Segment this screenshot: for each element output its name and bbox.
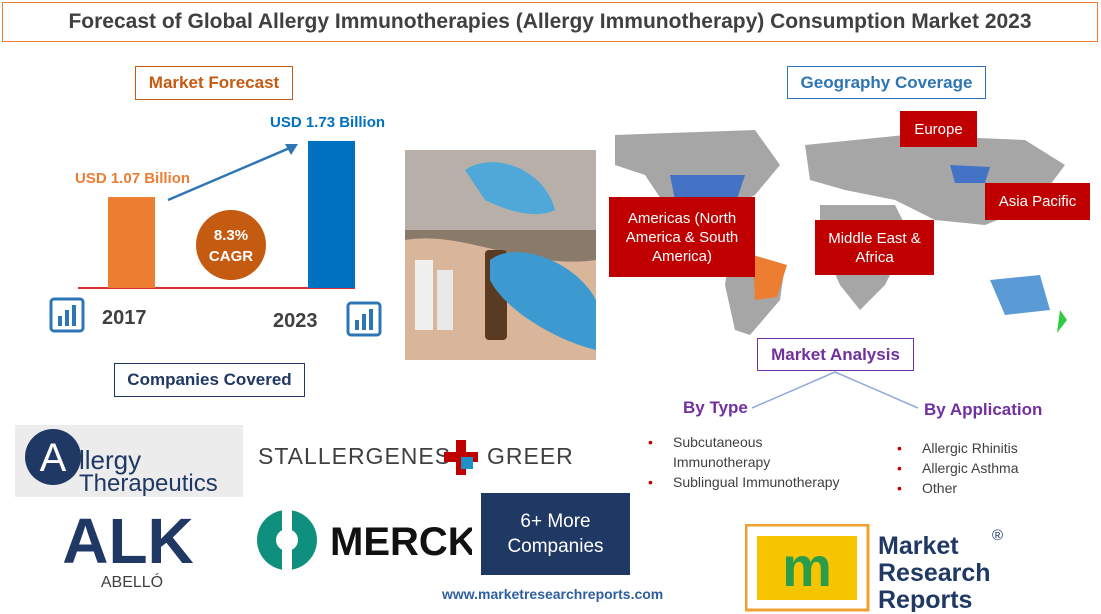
website: www.marketresearchreports.com bbox=[442, 586, 664, 602]
photo bbox=[405, 150, 596, 360]
logo-initial: A bbox=[40, 436, 67, 480]
year-label: 2017 bbox=[102, 307, 147, 329]
type-item: Sublingual Immunotherapy bbox=[648, 472, 868, 492]
forecast-chart: 8.3% CAGR USD 1.07 Billion 2017 USD 1.73 B… bbox=[49, 114, 385, 337]
logo-text: STALLERGENES bbox=[258, 443, 451, 469]
logo-alk: ALK ABELLÓ bbox=[62, 505, 194, 591]
application-item: Allergic Rhinitis bbox=[897, 438, 1077, 458]
cagr-value: 8.3% bbox=[214, 227, 248, 244]
value-label: USD 1.07 Billion bbox=[75, 170, 190, 187]
geography-heading: Geography Coverage bbox=[787, 66, 986, 99]
application-list: Allergic Rhinitis Allergic Asthma Other bbox=[897, 438, 1077, 498]
bar bbox=[108, 197, 155, 288]
application-item: Other bbox=[897, 478, 1077, 498]
logo-merck: MERCK bbox=[257, 510, 472, 570]
analysis-heading: Market Analysis bbox=[757, 338, 914, 371]
brand-mark: ® bbox=[992, 527, 1003, 544]
forecast-heading: Market Forecast bbox=[135, 66, 293, 100]
logo-text: GREER bbox=[487, 443, 574, 469]
logo-text: llergy bbox=[79, 445, 141, 475]
connector bbox=[751, 371, 919, 409]
year-label: 2023 bbox=[273, 310, 318, 332]
cagr-label: CAGR bbox=[209, 248, 253, 265]
chart-icon bbox=[49, 297, 85, 333]
chart-icon bbox=[346, 301, 382, 337]
more-companies: 6+ More Companies bbox=[481, 493, 630, 575]
type-heading: By Type bbox=[683, 398, 748, 417]
growth-arrow bbox=[167, 145, 293, 202]
arrow-head bbox=[285, 144, 298, 155]
logo-stallergenes: STALLERGENES GREER bbox=[258, 440, 574, 475]
type-item: Subcutaneous Immunotherapy bbox=[648, 432, 803, 472]
application-heading: By Application bbox=[924, 400, 1043, 419]
region-label: Europe bbox=[900, 111, 977, 147]
brand-text: Market bbox=[878, 532, 959, 560]
region-label: Middle East & Africa bbox=[815, 220, 934, 275]
logo-text: MERCK bbox=[330, 520, 472, 564]
brand-text: Reports bbox=[878, 586, 972, 612]
logo-text: ALK bbox=[62, 505, 194, 577]
logo-allergy-therapeutics: A llergy Therapeutics bbox=[15, 425, 243, 497]
bar bbox=[308, 140, 355, 288]
value-label: USD 1.73 Billion bbox=[270, 114, 385, 131]
brand-logo: m Market Research Reports ® bbox=[745, 524, 1003, 612]
region-label: Asia Pacific bbox=[985, 183, 1090, 220]
type-list: Subcutaneous Immunotherapy Sublingual Im… bbox=[648, 432, 868, 492]
brand-text: Research bbox=[878, 559, 991, 587]
logo-text: Therapeutics bbox=[79, 470, 218, 497]
region-label: Americas (North America & South America) bbox=[609, 197, 755, 277]
cagr-circle bbox=[196, 210, 266, 280]
title: Forecast of Global Allergy Immunotherapi… bbox=[2, 2, 1098, 42]
logo-text: ABELLÓ bbox=[101, 572, 163, 591]
application-item: Allergic Asthma bbox=[897, 458, 1077, 478]
svg-text:m: m bbox=[782, 535, 832, 598]
companies-heading: Companies Covered bbox=[114, 363, 305, 397]
